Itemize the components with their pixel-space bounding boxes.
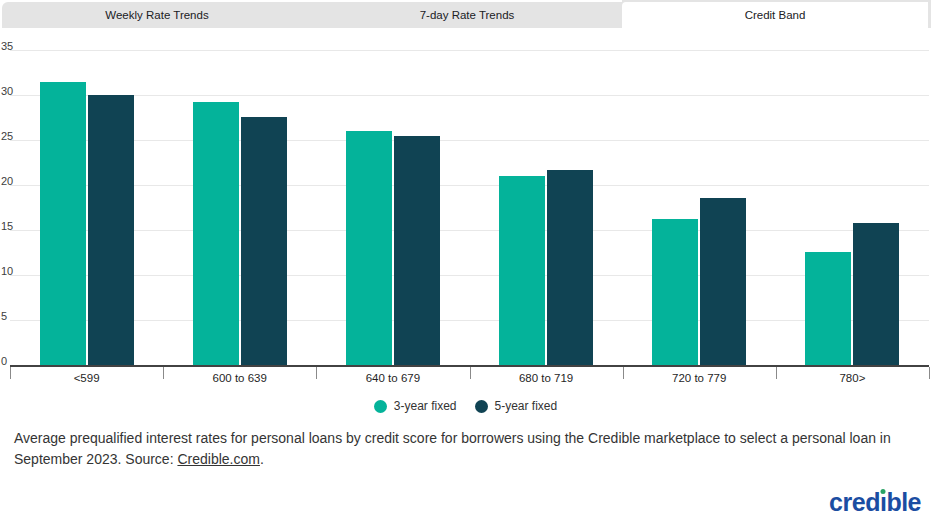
gridline-30: [10, 95, 929, 96]
caption-period: .: [260, 451, 264, 467]
y-axis-label-15: 15: [1, 220, 23, 232]
bar-5-year-fixed-5[interactable]: [853, 223, 899, 365]
bar-5-year-fixed-1[interactable]: [241, 117, 287, 365]
caption-line1: Average prequalified interest rates for …: [14, 430, 891, 446]
x-axis-tick: [929, 367, 930, 379]
gridline-35: [10, 50, 929, 51]
y-axis-label-20: 20: [1, 175, 23, 187]
bar-3-year-fixed-0[interactable]: [40, 82, 86, 365]
bar-5-year-fixed-4[interactable]: [700, 198, 746, 365]
x-axis-label-5: 780>: [776, 371, 929, 385]
bar-3-year-fixed-5[interactable]: [805, 252, 851, 365]
credible-logo: credıble: [829, 488, 921, 517]
x-axis-label-1: 600 to 639: [163, 371, 316, 385]
chart-legend: 3-year fixed 5-year fixed: [0, 398, 931, 414]
bar-3-year-fixed-1[interactable]: [193, 102, 239, 365]
legend-label-3-year-fixed: 3-year fixed: [394, 399, 457, 413]
bar-3-year-fixed-3[interactable]: [499, 176, 545, 365]
legend-swatch-5-year-fixed: [475, 400, 488, 413]
legend-item-3-year-fixed: 3-year fixed: [374, 399, 457, 413]
logo-i-green-dot: ı: [880, 488, 886, 517]
y-axis-label-35: 35: [1, 40, 23, 52]
credible-rates-widget: Weekly Rate Trends 7-day Rate Trends Cre…: [0, 0, 931, 523]
caption-line2: September 2023. Source:: [14, 451, 177, 467]
gridline-25: [10, 140, 929, 141]
y-axis-label-25: 25: [1, 130, 23, 142]
y-axis-label-5: 5: [1, 310, 23, 322]
x-axis-label-4: 720 to 779: [623, 371, 776, 385]
x-axis-label-0: <599: [10, 371, 163, 385]
bar-5-year-fixed-2[interactable]: [394, 136, 440, 366]
credible-link[interactable]: Credible.com: [177, 451, 259, 467]
bar-3-year-fixed-2[interactable]: [346, 131, 392, 365]
bar-5-year-fixed-3[interactable]: [547, 170, 593, 365]
legend-item-5-year-fixed: 5-year fixed: [475, 399, 558, 413]
gridline-20: [10, 185, 929, 186]
x-axis-label-3: 680 to 719: [470, 371, 623, 385]
gridline-10: [10, 275, 929, 276]
bar-5-year-fixed-0[interactable]: [88, 95, 134, 365]
legend-swatch-3-year-fixed: [374, 400, 387, 413]
legend-label-5-year-fixed: 5-year fixed: [495, 399, 558, 413]
y-axis-label-30: 30: [1, 85, 23, 97]
x-axis-label-2: 640 to 679: [316, 371, 469, 385]
y-axis-label-10: 10: [1, 265, 23, 277]
gridline-15: [10, 230, 929, 231]
gridline-5: [10, 320, 929, 321]
bar-3-year-fixed-4[interactable]: [652, 219, 698, 365]
chart-caption: Average prequalified interest rates for …: [14, 428, 914, 470]
